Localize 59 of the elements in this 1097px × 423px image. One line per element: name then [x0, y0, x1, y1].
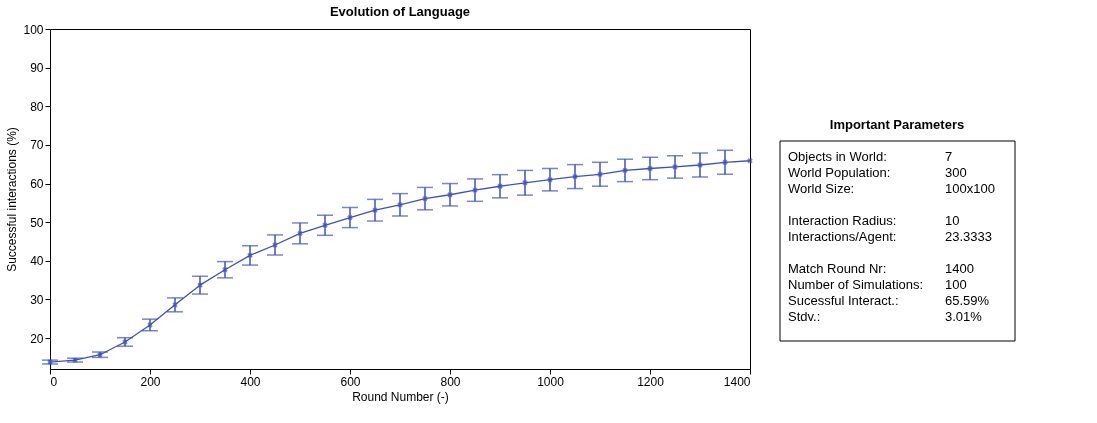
point [247, 252, 253, 259]
text: Number of Simulations: [788, 277, 924, 292]
y-axis-title: Successful interactions (%) [5, 127, 20, 272]
x-tick-label: 600 [340, 374, 361, 389]
point [297, 230, 303, 237]
y-tick-label: 50 [30, 215, 44, 230]
text: 23.3333 [945, 229, 992, 244]
y-tick-label: 20 [30, 331, 44, 346]
x-tick-label: 400 [240, 374, 261, 389]
point [172, 302, 178, 308]
text: 1400 [945, 261, 974, 276]
text: Important Parameters [829, 117, 965, 132]
text: Interactions/Agent: [788, 229, 897, 244]
text: World Population: [788, 165, 891, 180]
point [197, 282, 203, 288]
point [572, 173, 578, 180]
text: World Size: [788, 181, 855, 196]
text: Stdv.: [788, 309, 821, 324]
text: 100x100 [945, 181, 995, 196]
text: 10 [945, 213, 960, 228]
chart-title: Evolution of Language [329, 4, 471, 19]
text: Interaction Radius: [788, 213, 897, 228]
point [447, 192, 453, 198]
text: 65.59% [945, 293, 990, 308]
x-tick-label: 1000 [537, 374, 565, 389]
text: 7 [945, 149, 953, 164]
point [347, 214, 353, 221]
point [422, 195, 428, 202]
x-tick-label: 1400 [723, 374, 751, 389]
text: 3.01% [945, 309, 983, 324]
x-tick-label: 200 [140, 374, 161, 389]
x-tick-label: 800 [440, 374, 461, 389]
point [497, 183, 503, 189]
text: Objects in World: [788, 149, 887, 164]
y-tick-label: 60 [30, 177, 44, 192]
text: 300 [945, 165, 967, 180]
x-tick-label: 1200 [637, 374, 665, 389]
y-tick-label: 40 [30, 254, 44, 269]
x-tick-label: 0 [50, 374, 58, 389]
point [522, 180, 528, 186]
point [747, 158, 753, 164]
point [622, 167, 628, 174]
point [397, 202, 403, 208]
text: Match Round Nr: [788, 261, 887, 276]
y-tick-label: 30 [30, 292, 44, 307]
point [547, 176, 553, 183]
y-tick-label: 100 [23, 22, 44, 37]
point [372, 207, 378, 213]
point [222, 266, 228, 273]
point [322, 222, 328, 228]
y-tick-label: 90 [30, 61, 44, 76]
point [647, 165, 653, 172]
text: 100 [945, 277, 967, 292]
x-axis-title: Round Number (-) [352, 389, 449, 404]
text: Sucessful Interact.: [788, 293, 899, 308]
point [597, 171, 603, 177]
y-tick-label: 80 [30, 99, 44, 114]
y-tick-label: 70 [30, 138, 44, 153]
point [722, 159, 728, 166]
